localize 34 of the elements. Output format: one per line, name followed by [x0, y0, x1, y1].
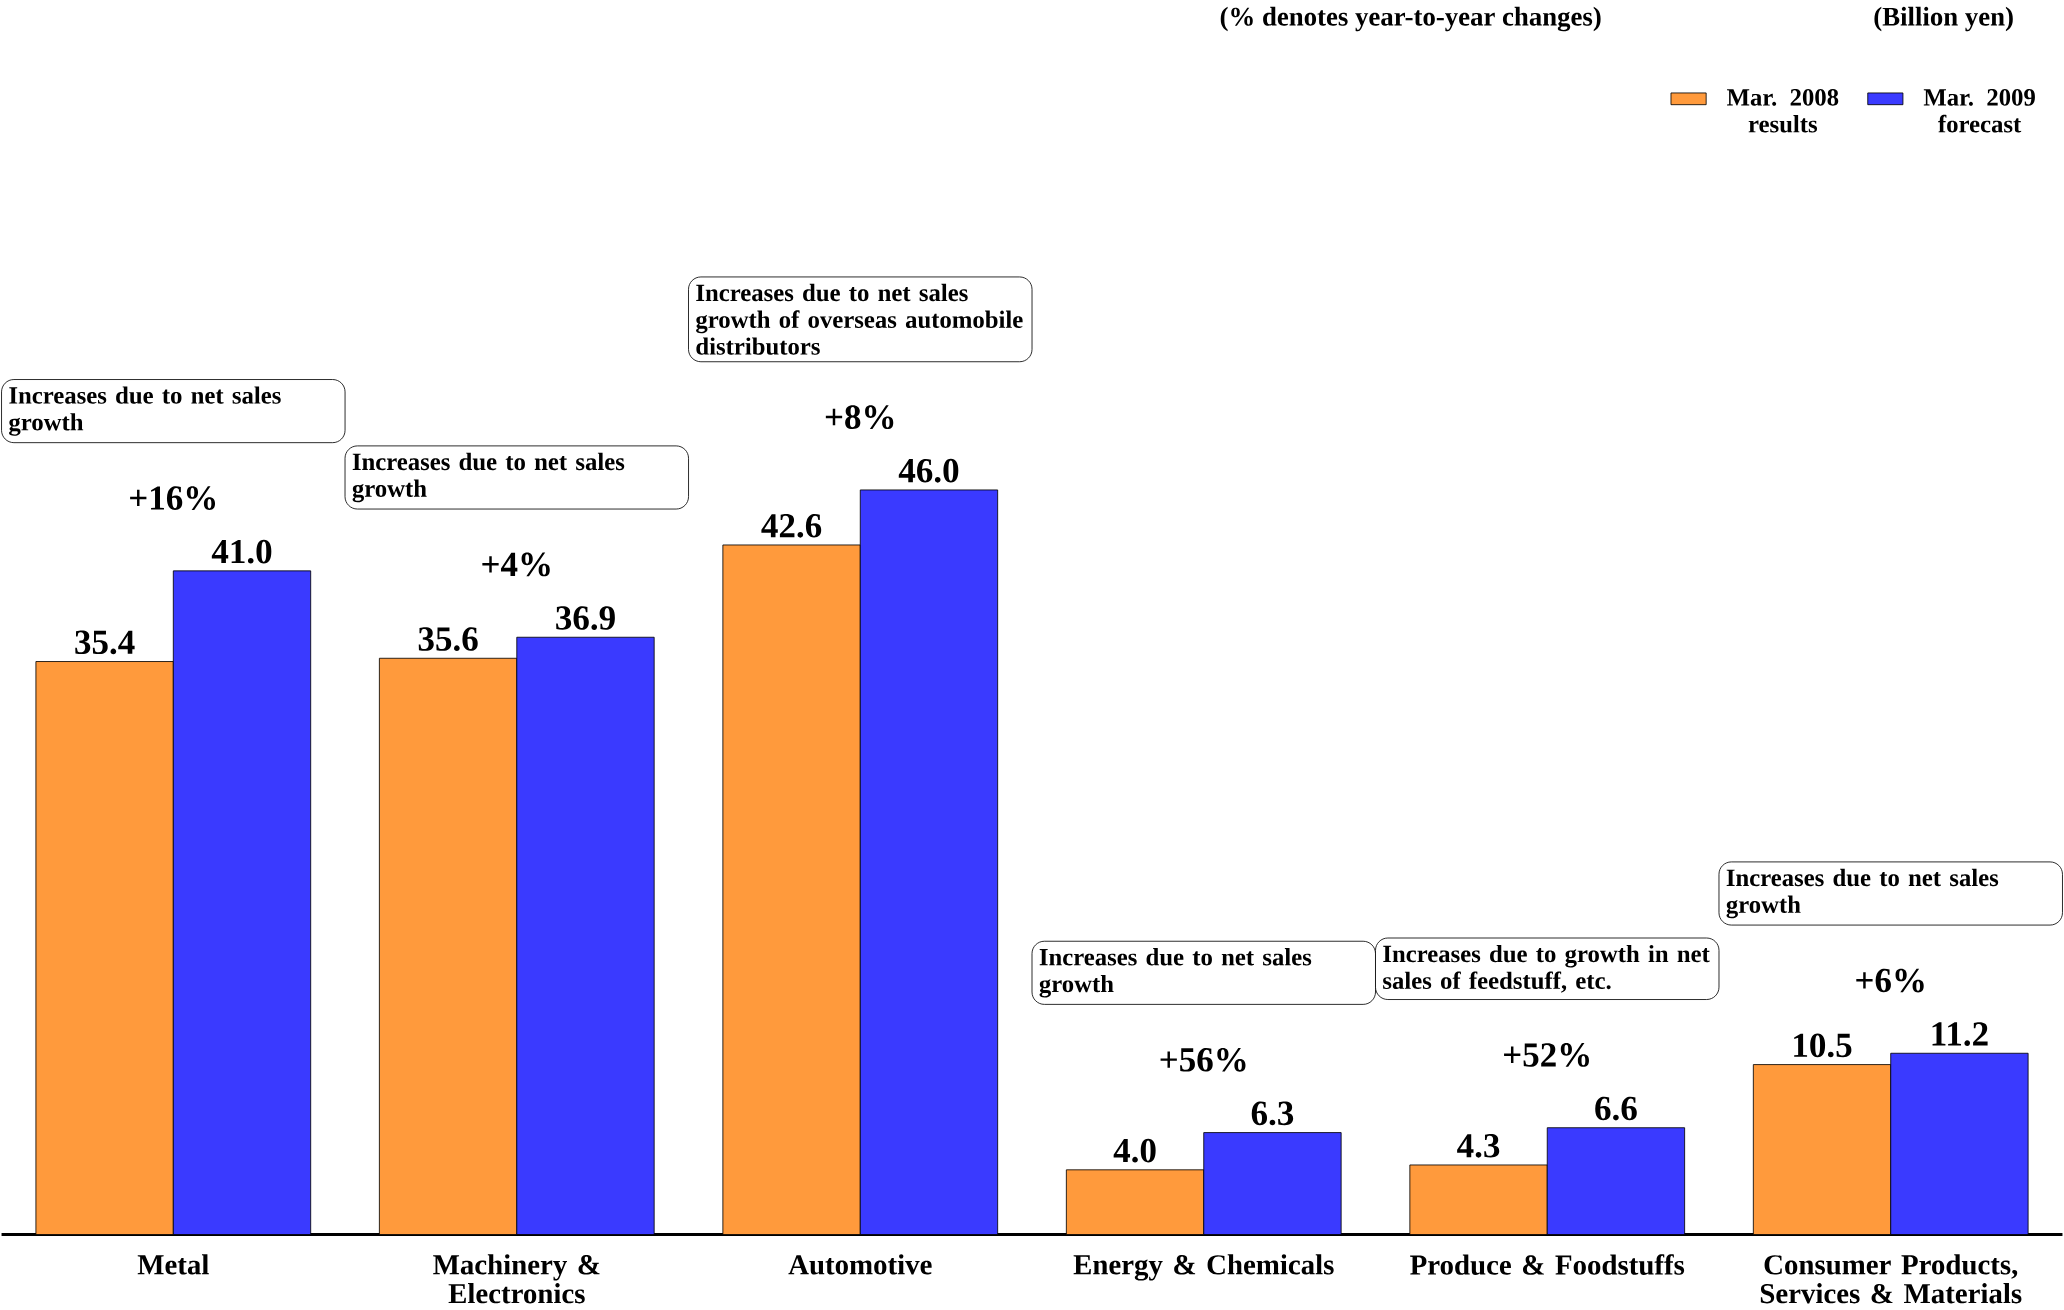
data-label: 11.2: [1932, 1022, 1988, 1046]
x-tick-label: Automotive: [788, 1254, 932, 1275]
data-label: 6.6: [1595, 1096, 1637, 1121]
x-tick-label: Machinery & Electronics: [433, 1254, 600, 1304]
annotation: Increases due to net sales growth: [352, 452, 625, 503]
data-label: 4.3: [1457, 1133, 1500, 1158]
data-label: 41.0: [211, 539, 272, 564]
data-label: 10.5: [1794, 1033, 1852, 1058]
data-label: 36.9: [556, 606, 615, 630]
annotation: +16%: [130, 486, 216, 510]
data-label: 4.0: [1113, 1138, 1156, 1163]
legend-label: Mar. 2009 forecast: [1923, 88, 2035, 133]
data-label: 46.0: [898, 458, 959, 483]
annotation: +52%: [1504, 1042, 1589, 1067]
x-tick-label: Metal: [137, 1254, 209, 1275]
legend-label: Mar. 2008 results: [1727, 88, 1839, 133]
x-tick-label: Energy & Chemicals: [1073, 1254, 1334, 1281]
text: (Billion yen): [1874, 6, 2013, 32]
x-tick-label: Consumer Products, Services & Materials: [1760, 1254, 2022, 1304]
annotation: +4%: [482, 552, 550, 577]
annotation: +56%: [1160, 1047, 1246, 1072]
data-label: 35.4: [75, 630, 135, 655]
annotation: +6%: [1856, 968, 1924, 993]
annotation: Increases due to net sales growth: [1726, 868, 1999, 919]
data-label: 35.6: [418, 627, 478, 651]
data-label: 6.3: [1251, 1101, 1294, 1126]
annotation: Increases due to growth in net sales of feedstuff, etc.: [1383, 944, 1710, 993]
text: Increases due to net sales growth of overseas automobile distributors: [696, 283, 1023, 355]
text: (% denotes year-to-year changes): [1220, 6, 1601, 32]
annotation: +8%: [825, 405, 894, 429]
x-tick-label: Produce & Foodstuffs: [1410, 1254, 1685, 1275]
annotation: Increases due to net sales growth: [1039, 947, 1312, 998]
text: Increases due to net sales growth: [9, 386, 281, 436]
data-label: 42.6: [761, 513, 822, 538]
